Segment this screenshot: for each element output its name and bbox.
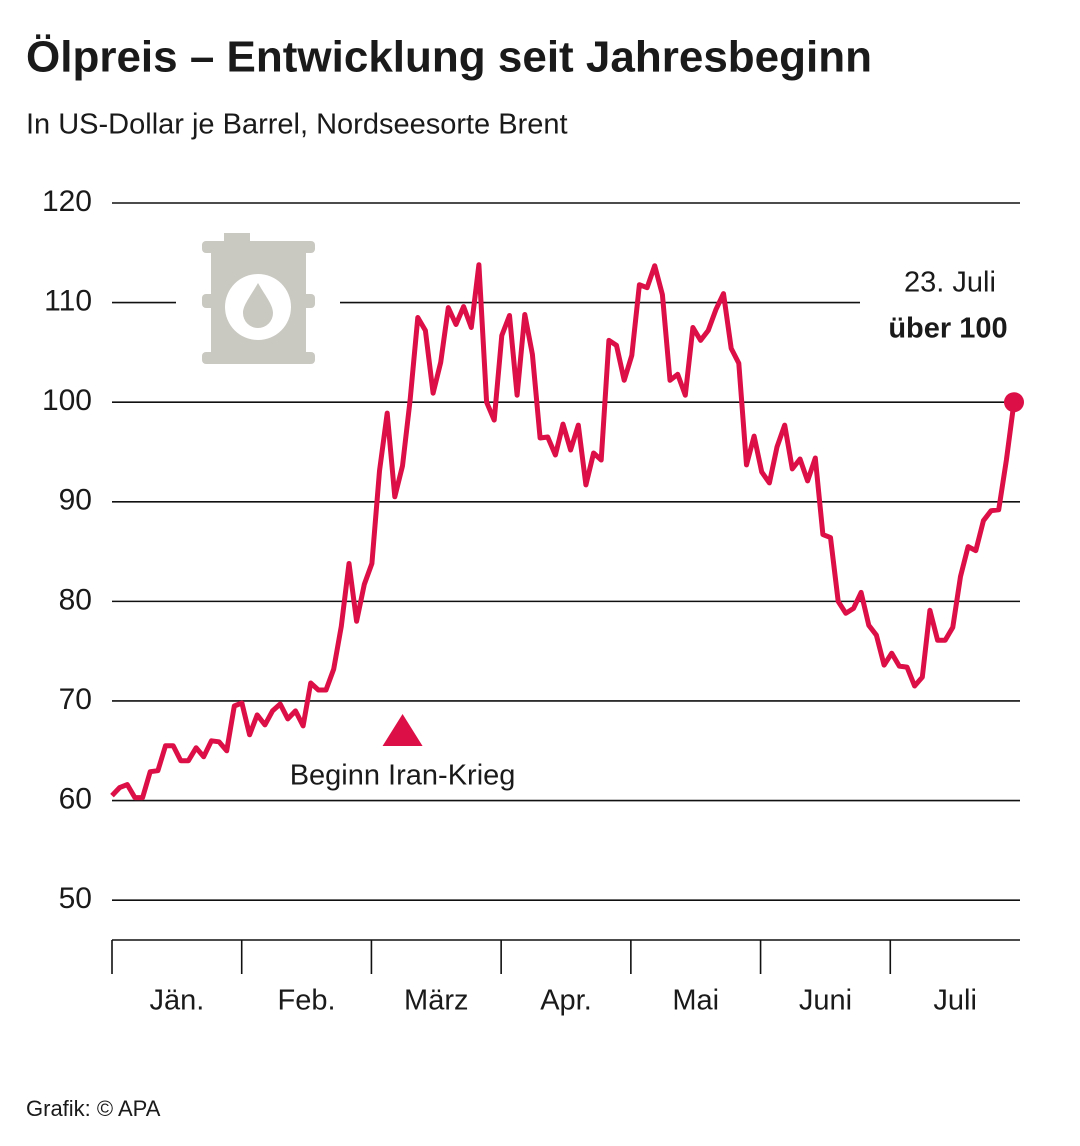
y-tick-label: 80 xyxy=(59,583,92,616)
grid: 50 60 70 80 90 100 110 120 Jän. Feb. März Apr. Mai Ju… xyxy=(42,185,1020,1017)
chart-subtitle: In US-Dollar je Barrel, Nordseesorte Bre… xyxy=(26,109,568,141)
y-tick-label: 120 xyxy=(42,185,92,218)
annotation-bg xyxy=(860,255,1030,355)
x-tick-label: Mai xyxy=(672,985,719,1017)
source: Grafik: © APA xyxy=(26,1096,161,1121)
chart-title: Ölpreis – Entwicklung seit Jahresbeginn xyxy=(26,33,872,82)
y-tick-label: 110 xyxy=(44,285,92,318)
y-tick-label: 50 xyxy=(59,882,92,915)
y-tick-label: 90 xyxy=(59,484,92,517)
plot: Beginn Iran-Krieg 23. Juli über 100 xyxy=(110,262,1024,801)
barrel-rim xyxy=(202,241,315,253)
y-tick-label: 60 xyxy=(59,782,92,815)
barrel-icon xyxy=(176,225,1030,375)
x-tick-label: Apr. xyxy=(540,985,592,1017)
x-tick-label: Feb. xyxy=(278,985,336,1017)
annotation: Beginn Iran-Krieg xyxy=(290,760,516,792)
line xyxy=(110,262,1017,801)
annotation: über 100 xyxy=(888,313,1007,345)
x-tick-label: Juni xyxy=(799,985,852,1017)
annotation: 23. Juli xyxy=(904,267,996,299)
event-marker xyxy=(382,714,423,746)
x-tick-label: Jän. xyxy=(149,985,204,1017)
drop xyxy=(243,283,273,328)
barrel-rim xyxy=(202,352,315,364)
x-tick-label: Juli xyxy=(933,985,977,1017)
y-tick-label: 100 xyxy=(42,384,92,417)
end-dot xyxy=(1004,392,1024,413)
x-tick-label: März xyxy=(404,985,468,1017)
y-tick-label: 70 xyxy=(59,683,92,716)
barrel-cap xyxy=(224,233,250,243)
